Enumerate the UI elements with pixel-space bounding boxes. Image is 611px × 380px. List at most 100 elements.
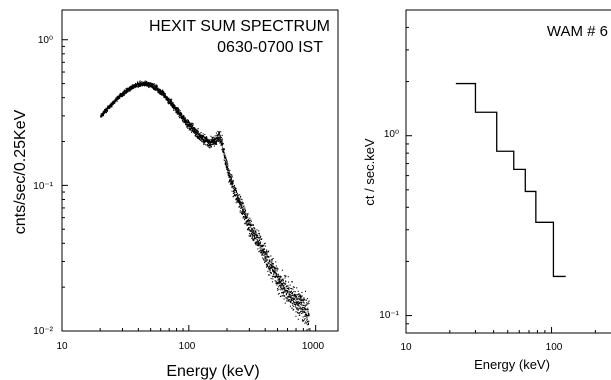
hexit-data-point: [224, 157, 227, 159]
hexit-data-point: [265, 252, 267, 255]
hexit-data-point: [253, 227, 255, 229]
hexit-data-point: [152, 84, 154, 86]
hexit-data-point: [177, 110, 179, 112]
hexit-data-point: [201, 137, 203, 139]
hexit-data-point: [132, 86, 134, 88]
hexit-data-point: [246, 216, 248, 218]
hexit-data-point: [222, 150, 224, 152]
hexit-data-point: [253, 237, 255, 239]
hexit-data-point: [198, 134, 200, 136]
hexit-data-point: [122, 94, 124, 96]
hexit-data-point: [268, 268, 270, 270]
hexit-data-point: [283, 289, 286, 291]
hexit-data-point: [274, 267, 276, 269]
hexit-data-point: [293, 299, 295, 301]
hexit-data-point: [234, 192, 236, 194]
hexit-data-point: [129, 89, 131, 92]
hexit-data-point: [246, 224, 249, 226]
hexit-data-point: [102, 115, 105, 117]
hexit-data-point: [145, 82, 147, 84]
hexit-data-point: [295, 311, 297, 313]
hexit-data-point: [298, 297, 300, 299]
wam-panel: WAM # 6 ct / sec.keV Energy (keV) 10 100…: [362, 9, 611, 372]
hexit-data-point: [302, 311, 304, 313]
wam-step-line: [455, 82, 566, 278]
hexit-data-point: [265, 251, 267, 253]
hexit-data-point: [281, 287, 283, 289]
hexit-data-point: [233, 195, 235, 197]
hexit-data-point: [272, 278, 274, 280]
hexit-data-point: [171, 98, 173, 100]
wam-step-histogram: [455, 82, 566, 278]
hexit-data-point: [170, 103, 172, 105]
hexit-data-point: [262, 248, 265, 250]
hexit-data-point: [197, 128, 199, 130]
hexit-data-point: [167, 97, 169, 100]
hexit-data-point: [274, 273, 276, 275]
hexit-data-point: [100, 116, 102, 118]
hexit-data-point: [134, 82, 137, 85]
hexit-data-point: [243, 211, 245, 213]
hexit-data-point: [260, 251, 262, 253]
hexit-data-point: [234, 189, 236, 191]
hexit-data-point: [121, 94, 124, 97]
hexit-data-point: [213, 139, 216, 141]
hexit-data-point: [291, 302, 293, 304]
hexit-data-point: [216, 140, 218, 142]
hexit-data-point: [293, 305, 295, 307]
hexit-data-point: [264, 260, 267, 262]
hexit-data-point: [292, 292, 294, 294]
hexit-data-point: [176, 110, 178, 112]
hexit-data-point: [291, 299, 293, 301]
hexit-data-point: [295, 294, 297, 296]
hexit-data-point: [154, 88, 156, 90]
hexit-data-point: [259, 236, 261, 238]
hexit-data-point: [307, 301, 309, 303]
hexit-data-point: [292, 299, 294, 302]
hexit-data-point: [152, 83, 154, 85]
hexit-data-point: [126, 87, 128, 89]
hexit-data-point: [268, 256, 270, 258]
hexit-data-point: [278, 288, 280, 290]
hexit-data-point: [226, 168, 228, 170]
hexit-data-point: [242, 212, 244, 214]
hexit-data-point: [247, 218, 249, 220]
hexit-data-point: [257, 237, 260, 239]
hexit-data-point: [147, 84, 149, 86]
hexit-data-point: [270, 255, 272, 257]
hexit-data-point: [226, 166, 229, 168]
hexit-data-point: [170, 102, 172, 104]
hexit-data-point: [211, 137, 213, 139]
hexit-data-point: [218, 139, 220, 141]
hexit-data-point: [292, 288, 294, 290]
hexit-data-point: [276, 283, 278, 285]
hexit-data-point: [281, 279, 283, 281]
hexit-data-point: [233, 187, 235, 189]
hexit-data-point: [244, 211, 246, 213]
hexit-data-point: [239, 200, 241, 202]
hexit-data-point: [235, 188, 237, 190]
hexit-data-point: [160, 91, 162, 93]
hexit-data-point: [164, 95, 166, 97]
hexit-data-point: [299, 299, 301, 301]
hexit-data-point: [304, 305, 306, 307]
hexit-data-point: [228, 171, 230, 173]
hexit-data-point: [183, 116, 185, 118]
hexit-data-point: [254, 233, 256, 235]
hexit-data-point: [169, 103, 171, 105]
hexit-data-point: [158, 92, 160, 94]
hexit-data-point: [306, 315, 308, 317]
hexit-data-point: [275, 272, 277, 274]
hexit-data-point: [291, 293, 294, 295]
hexit-data-point: [257, 241, 259, 243]
hexit-data-point: [188, 121, 190, 123]
hexit-data-point: [240, 207, 242, 209]
hexit-data-point: [195, 130, 197, 132]
hexit-data-point: [294, 296, 296, 298]
hexit-data-point: [299, 301, 301, 303]
hexit-data-point: [239, 203, 241, 205]
hexit-data-point: [217, 136, 219, 138]
hexit-data-point: [230, 182, 232, 184]
hexit-data-point: [302, 316, 304, 318]
